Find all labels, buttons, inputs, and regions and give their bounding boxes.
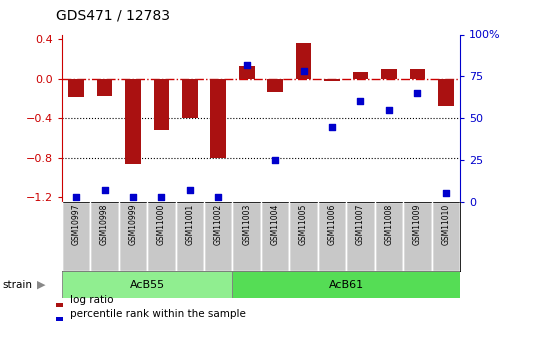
Text: GSM11004: GSM11004 xyxy=(271,204,280,245)
Text: GSM11001: GSM11001 xyxy=(185,204,194,245)
FancyBboxPatch shape xyxy=(147,202,175,271)
FancyBboxPatch shape xyxy=(175,202,204,271)
Text: GSM11008: GSM11008 xyxy=(384,204,393,245)
Text: strain: strain xyxy=(3,280,33,289)
Point xyxy=(385,107,393,112)
Bar xyxy=(68,79,84,97)
FancyBboxPatch shape xyxy=(62,272,232,298)
Text: GSM11000: GSM11000 xyxy=(157,204,166,245)
Point xyxy=(100,187,109,193)
Bar xyxy=(296,43,312,79)
FancyBboxPatch shape xyxy=(403,202,431,271)
Bar xyxy=(153,79,169,130)
Bar xyxy=(267,79,283,91)
Point xyxy=(442,191,450,196)
Point xyxy=(356,99,365,104)
Text: GSM10997: GSM10997 xyxy=(72,204,81,245)
Point xyxy=(243,62,251,67)
Point xyxy=(328,124,336,129)
Point xyxy=(413,90,422,96)
Text: AcB61: AcB61 xyxy=(329,280,364,289)
FancyBboxPatch shape xyxy=(374,202,403,271)
Point xyxy=(271,157,279,163)
Text: GSM11002: GSM11002 xyxy=(214,204,223,245)
Bar xyxy=(239,66,254,79)
Point xyxy=(214,194,223,199)
FancyBboxPatch shape xyxy=(232,202,261,271)
Bar xyxy=(125,79,141,165)
Text: AcB55: AcB55 xyxy=(130,280,165,289)
Bar xyxy=(97,79,112,96)
Text: GSM11009: GSM11009 xyxy=(413,204,422,245)
Point xyxy=(299,69,308,74)
Text: GSM10998: GSM10998 xyxy=(100,204,109,245)
FancyBboxPatch shape xyxy=(261,202,289,271)
Text: GSM11003: GSM11003 xyxy=(242,204,251,245)
FancyBboxPatch shape xyxy=(62,202,90,271)
Text: log ratio: log ratio xyxy=(70,295,114,305)
Text: ▶: ▶ xyxy=(37,280,45,289)
Point xyxy=(157,194,166,199)
FancyBboxPatch shape xyxy=(318,202,346,271)
Text: GDS471 / 12783: GDS471 / 12783 xyxy=(56,8,171,22)
FancyBboxPatch shape xyxy=(232,272,460,298)
FancyBboxPatch shape xyxy=(431,202,460,271)
Bar xyxy=(381,69,397,79)
Text: GSM11005: GSM11005 xyxy=(299,204,308,245)
Point xyxy=(129,194,137,199)
FancyBboxPatch shape xyxy=(204,202,232,271)
FancyBboxPatch shape xyxy=(90,202,119,271)
Bar xyxy=(438,79,454,106)
FancyBboxPatch shape xyxy=(346,202,374,271)
Bar xyxy=(182,79,197,118)
Bar xyxy=(409,69,425,79)
Bar xyxy=(324,79,340,81)
Bar xyxy=(210,79,226,158)
Text: percentile rank within the sample: percentile rank within the sample xyxy=(70,309,246,319)
Point xyxy=(72,194,80,199)
Text: GSM11010: GSM11010 xyxy=(441,204,450,245)
Bar xyxy=(352,72,369,79)
Text: GSM11007: GSM11007 xyxy=(356,204,365,245)
FancyBboxPatch shape xyxy=(289,202,318,271)
Point xyxy=(186,187,194,193)
Text: GSM11006: GSM11006 xyxy=(328,204,337,245)
FancyBboxPatch shape xyxy=(119,202,147,271)
Text: GSM10999: GSM10999 xyxy=(129,204,138,245)
